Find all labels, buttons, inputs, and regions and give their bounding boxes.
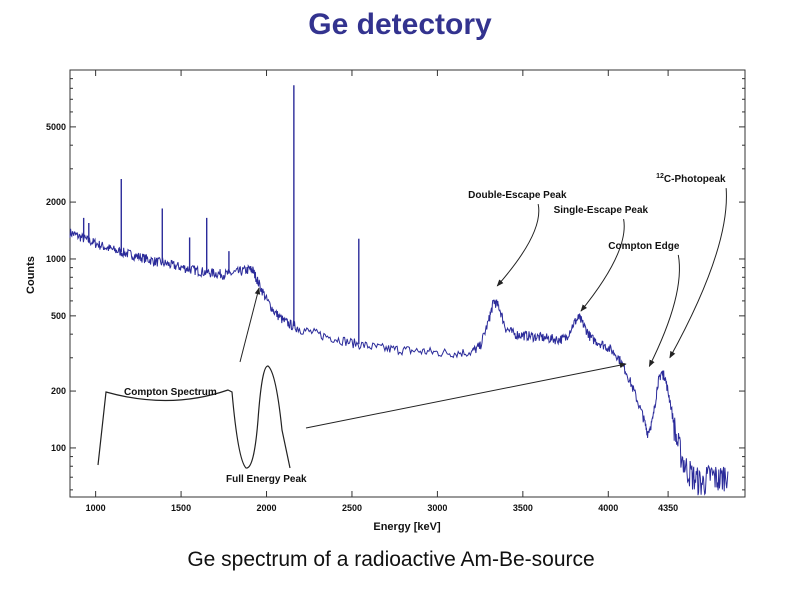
- annotation-arrow: [496, 203, 540, 287]
- y-tick-label: 1000: [46, 254, 66, 264]
- inset-compton-label: Compton Spectrum: [124, 387, 217, 398]
- figure-caption: Ge spectrum of a radioactive Am-Be-sourc…: [187, 548, 595, 571]
- peak-annotations: Double-Escape Peak Single-Escape Peak Comp…: [468, 173, 727, 368]
- annotation-label: Double-Escape Peak: [468, 190, 567, 201]
- inset-arrow-right: [305, 362, 627, 429]
- spectrum-series-line: [69, 228, 729, 496]
- inset-arrow-up: [239, 287, 261, 363]
- x-tick-label: 3000: [427, 503, 447, 513]
- annotation-arrow: [669, 188, 727, 359]
- y-tick-label: 200: [51, 386, 66, 396]
- inset-compton-curve: [97, 365, 291, 469]
- x-tick-label: 2000: [257, 503, 277, 513]
- annotation-label: Compton Edge: [608, 241, 680, 252]
- x-tick-label: 3500: [513, 503, 533, 513]
- x-axis-title: Energy [keV]: [373, 521, 441, 533]
- annotation-label: 12C-Photopeak: [656, 173, 726, 185]
- annotation-arrow: [580, 218, 625, 312]
- annotation-arrow: [648, 254, 680, 368]
- x-tick-label: 4000: [598, 503, 618, 513]
- plot-frame: [69, 69, 746, 498]
- annotation-label: Single-Escape Peak: [554, 205, 649, 216]
- inset-peak-label: Full Energy Peak: [226, 474, 307, 485]
- axis-tick-labels: 1000 1500 2000 2500 3000 3500 4000 4350 100 200 50…: [46, 122, 678, 513]
- y-tick-label: 2000: [46, 197, 66, 207]
- inset-schematic: Compton Spectrum Full Energy Peak: [97, 287, 627, 485]
- x-tick-label: 1500: [171, 503, 191, 513]
- y-tick-label: 5000: [46, 122, 66, 132]
- y-tick-label: 500: [51, 311, 66, 321]
- y-tick-label: 100: [51, 443, 66, 453]
- axis-ticks: [70, 70, 745, 497]
- slide-title: Ge detectory: [308, 8, 492, 41]
- y-axis-title: Counts: [25, 256, 37, 294]
- x-tick-label: 2500: [342, 503, 362, 513]
- x-tick-label: 1000: [86, 503, 106, 513]
- x-tick-label: 4350: [658, 503, 678, 513]
- spectrum-spikes: [82, 85, 360, 345]
